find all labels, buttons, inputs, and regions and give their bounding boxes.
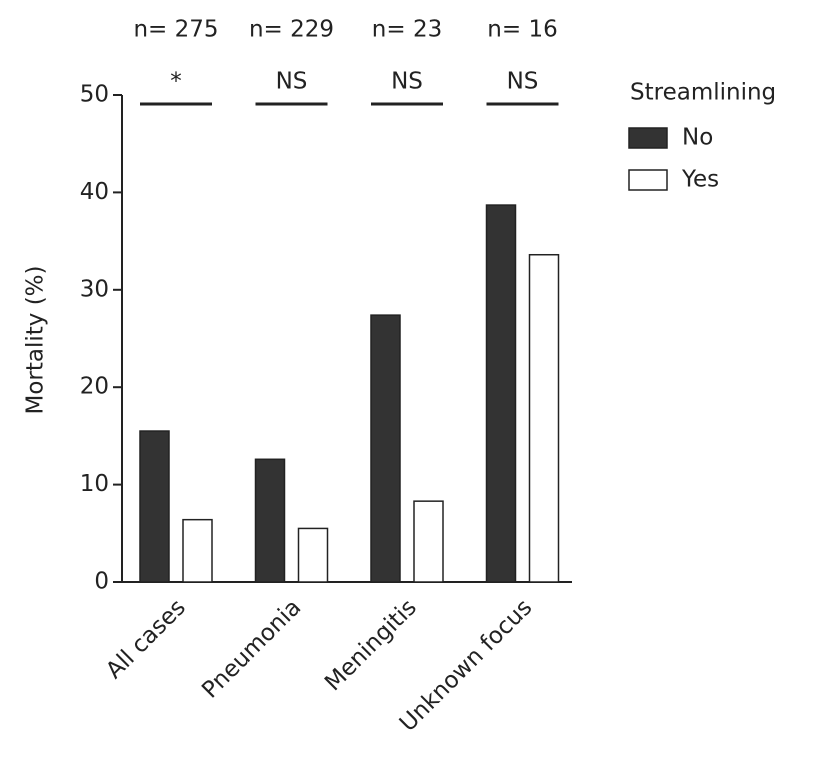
bar (528, 253, 560, 583)
bar (485, 204, 517, 583)
significance: * (170, 69, 182, 95)
legend-title: Streamlining (630, 80, 776, 106)
y-axis-label: Mortality (%) (23, 265, 49, 414)
group-n: n= 229 (249, 17, 334, 43)
y-tick-label: 30 (80, 276, 109, 302)
significance: NS (507, 69, 539, 95)
x-tick-label: Meningitis (320, 594, 422, 696)
bar (297, 527, 329, 583)
group-n: n= 16 (487, 17, 557, 43)
significance: NS (391, 69, 423, 95)
bar (413, 500, 444, 583)
x-tick-label: Pneumonia (197, 594, 306, 703)
legend-label: Yes (681, 167, 719, 193)
bar (139, 430, 170, 583)
x-tick-label: All cases (101, 594, 191, 684)
y-tick-label: 50 (80, 82, 109, 108)
group-n: n= 275 (133, 17, 218, 43)
group-n: n= 23 (372, 17, 442, 43)
legend-label: No (682, 125, 713, 151)
y-tick-label: 0 (94, 569, 109, 595)
bar (254, 458, 286, 583)
legend-swatch (628, 127, 668, 149)
bar (182, 518, 213, 583)
y-tick-label: 40 (80, 179, 109, 205)
legend-swatch (628, 169, 668, 191)
y-tick-label: 10 (80, 471, 109, 497)
significance: NS (276, 69, 308, 95)
bar (370, 314, 401, 583)
y-tick-label: 20 (80, 374, 109, 400)
